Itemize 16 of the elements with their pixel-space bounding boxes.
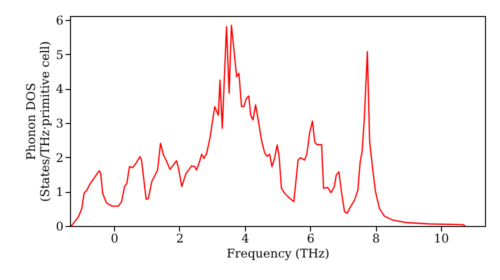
y-tick-label: 1	[56, 185, 64, 200]
line-series	[70, 24, 466, 227]
x-tick-label: 8	[372, 232, 380, 246]
x-tick-label: 6	[306, 232, 314, 246]
y-tick-label: 6	[56, 14, 64, 28]
y-tick-label: 5	[56, 48, 64, 62]
x-tick-label: 2	[176, 232, 184, 246]
y-tick-label: 2	[56, 150, 64, 165]
y-tick-label: 0	[56, 220, 64, 234]
y-axis-title: Phonon DOS (States/THz·primitive cell)	[24, 41, 52, 202]
y-tick-label: 3	[56, 116, 64, 131]
x-tick-label: 4	[242, 232, 250, 246]
x-tick-label: 10	[434, 232, 450, 246]
x-axis-title: Frequency (THz)	[226, 246, 330, 260]
y-tick-label: 4	[56, 82, 64, 96]
x-tick-label: 0	[110, 232, 118, 246]
